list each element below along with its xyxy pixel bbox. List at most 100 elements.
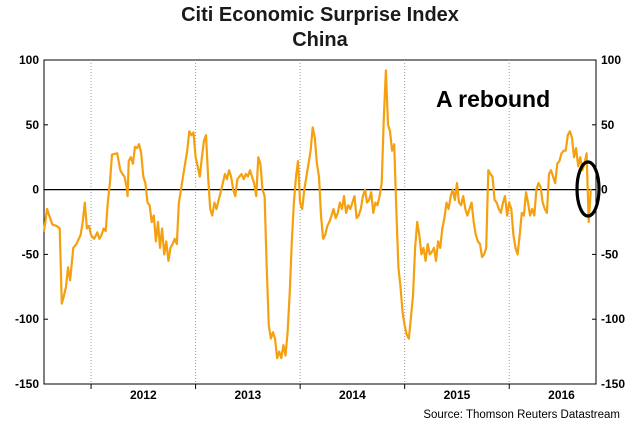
data-point: [393, 143, 395, 145]
data-point: [245, 173, 247, 175]
data-point: [571, 137, 573, 139]
data-point: [326, 225, 328, 227]
data-point: [309, 150, 312, 152]
data-point: [460, 204, 462, 206]
data-point: [257, 156, 259, 158]
y-tick-label-right: -100: [601, 312, 625, 326]
data-point: [96, 231, 98, 233]
data-point: [435, 260, 437, 262]
data-point: [546, 212, 548, 214]
data-point: [127, 195, 129, 197]
data-point: [100, 234, 103, 236]
data-point: [142, 176, 144, 178]
data-point: [167, 260, 170, 262]
data-point: [437, 240, 439, 243]
data-point: [424, 260, 427, 262]
data-point: [197, 165, 199, 167]
data-point: [445, 201, 448, 204]
data-point: [72, 247, 74, 249]
data-point: [483, 253, 485, 255]
data-point: [79, 234, 82, 236]
data-point: [429, 253, 431, 255]
data-point: [458, 201, 460, 204]
data-point: [276, 357, 278, 359]
data-point: [301, 208, 303, 210]
data-point: [558, 160, 561, 162]
data-point: [378, 195, 381, 197]
data-point: [519, 234, 521, 236]
data-point: [217, 199, 220, 201]
data-point: [477, 240, 479, 243]
data-point: [360, 208, 362, 210]
data-point: [199, 176, 201, 178]
data-point: [215, 208, 218, 210]
rebound-annotation: A rebound: [436, 86, 550, 112]
data-point: [295, 176, 297, 178]
data-point: [148, 204, 151, 206]
data-point: [516, 253, 519, 255]
data-point: [109, 182, 111, 184]
data-point: [487, 169, 489, 171]
y-axis-right: 100 50 0 -50 -100 -150: [592, 53, 625, 391]
data-point: [351, 201, 354, 204]
data-point: [544, 208, 546, 210]
data-point: [330, 214, 333, 217]
data-point: [418, 234, 420, 236]
data-point: [69, 279, 71, 281]
data-point: [61, 303, 63, 305]
data-point: [93, 238, 95, 240]
data-point: [439, 247, 441, 249]
data-point: [209, 208, 211, 210]
data-point: [420, 253, 423, 255]
data-point: [556, 163, 558, 165]
data-point: [548, 173, 550, 175]
y-tick-label-left: -150: [15, 377, 39, 391]
data-point: [155, 240, 157, 243]
data-point: [278, 351, 280, 353]
y-tick-label-right: 50: [601, 118, 615, 132]
data-point: [454, 199, 456, 201]
data-point: [491, 176, 494, 178]
data-point: [579, 156, 581, 158]
data-point: [335, 217, 337, 219]
data-point: [473, 221, 475, 223]
data-point: [416, 221, 418, 223]
data-point: [383, 117, 385, 119]
data-point: [502, 201, 504, 204]
data-point: [261, 189, 264, 191]
data-point: [324, 234, 326, 236]
data-point: [119, 169, 121, 171]
data-point: [266, 266, 268, 268]
data-point: [90, 234, 92, 236]
data-point: [525, 191, 527, 193]
data-point: [408, 338, 410, 340]
data-point: [211, 214, 213, 217]
data-point: [337, 212, 339, 214]
data-point: [107, 201, 109, 204]
data-point: [343, 195, 345, 197]
data-point: [562, 150, 565, 152]
data-point: [184, 163, 186, 165]
data-point: [159, 247, 161, 249]
y-axis-left: 100 50 0 -50 -100 -150: [15, 53, 48, 391]
plot-frame: [43, 59, 597, 385]
data-point: [412, 295, 414, 297]
data-point: [462, 195, 464, 197]
data-point: [192, 131, 195, 134]
data-point: [125, 186, 128, 188]
data-point: [316, 163, 318, 165]
data-point: [312, 126, 314, 128]
data-point: [554, 182, 556, 184]
data-point: [226, 178, 228, 180]
x-tick-label: 2016: [548, 388, 575, 402]
data-point: [236, 178, 239, 180]
data-point: [121, 173, 124, 175]
data-point: [178, 201, 180, 204]
data-point: [441, 227, 443, 230]
y-tick-label-left: 50: [26, 118, 40, 132]
data-point: [479, 243, 481, 245]
x-axis: 2012 2013 2014 2015 2016: [90, 384, 575, 402]
data-point: [573, 156, 575, 158]
data-point: [134, 146, 136, 148]
